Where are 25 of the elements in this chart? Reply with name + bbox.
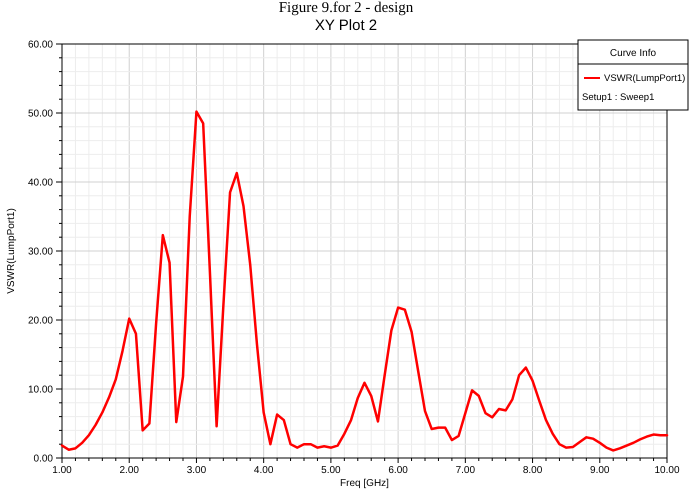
y-axis-title: VSWR(LumpPort1) xyxy=(6,208,17,294)
x-tick-label: 8.00 xyxy=(522,465,543,476)
y-tick-label: 40.00 xyxy=(28,178,54,188)
chart-title: XY Plot 2 xyxy=(314,17,378,34)
x-tick-label: 2.00 xyxy=(119,465,140,476)
y-tick-label: 0.00 xyxy=(34,454,54,464)
y-tick-label: 60.00 xyxy=(28,40,54,50)
y-tick-label: 50.00 xyxy=(28,108,54,120)
x-tick-label: 1.00 xyxy=(52,465,72,476)
x-tick-label: 3.00 xyxy=(186,465,207,476)
x-axis-title: Freq [GHz] xyxy=(340,478,390,489)
x-tick-label: 10.00 xyxy=(654,465,680,476)
x-tick-label: 9.00 xyxy=(590,465,610,476)
caption: Figure 9.for 2 - design xyxy=(278,0,414,16)
line-series xyxy=(60,110,668,452)
x-tick-label: 5.00 xyxy=(321,465,342,476)
legend-title: Curve Info xyxy=(610,48,656,59)
y-tick-label: 10.00 xyxy=(28,384,54,396)
x-tick-label: 7.00 xyxy=(456,465,476,476)
y-tick-label: 30.00 xyxy=(28,246,54,258)
x-tick-label: 6.00 xyxy=(388,465,408,476)
legend-label: VSWR(LumpPort1) xyxy=(604,73,686,84)
x-tick-label: 4.00 xyxy=(254,465,274,476)
annotation: Setup1 : Sweep1 xyxy=(582,92,654,103)
y-tick-label: 20.00 xyxy=(28,316,54,326)
